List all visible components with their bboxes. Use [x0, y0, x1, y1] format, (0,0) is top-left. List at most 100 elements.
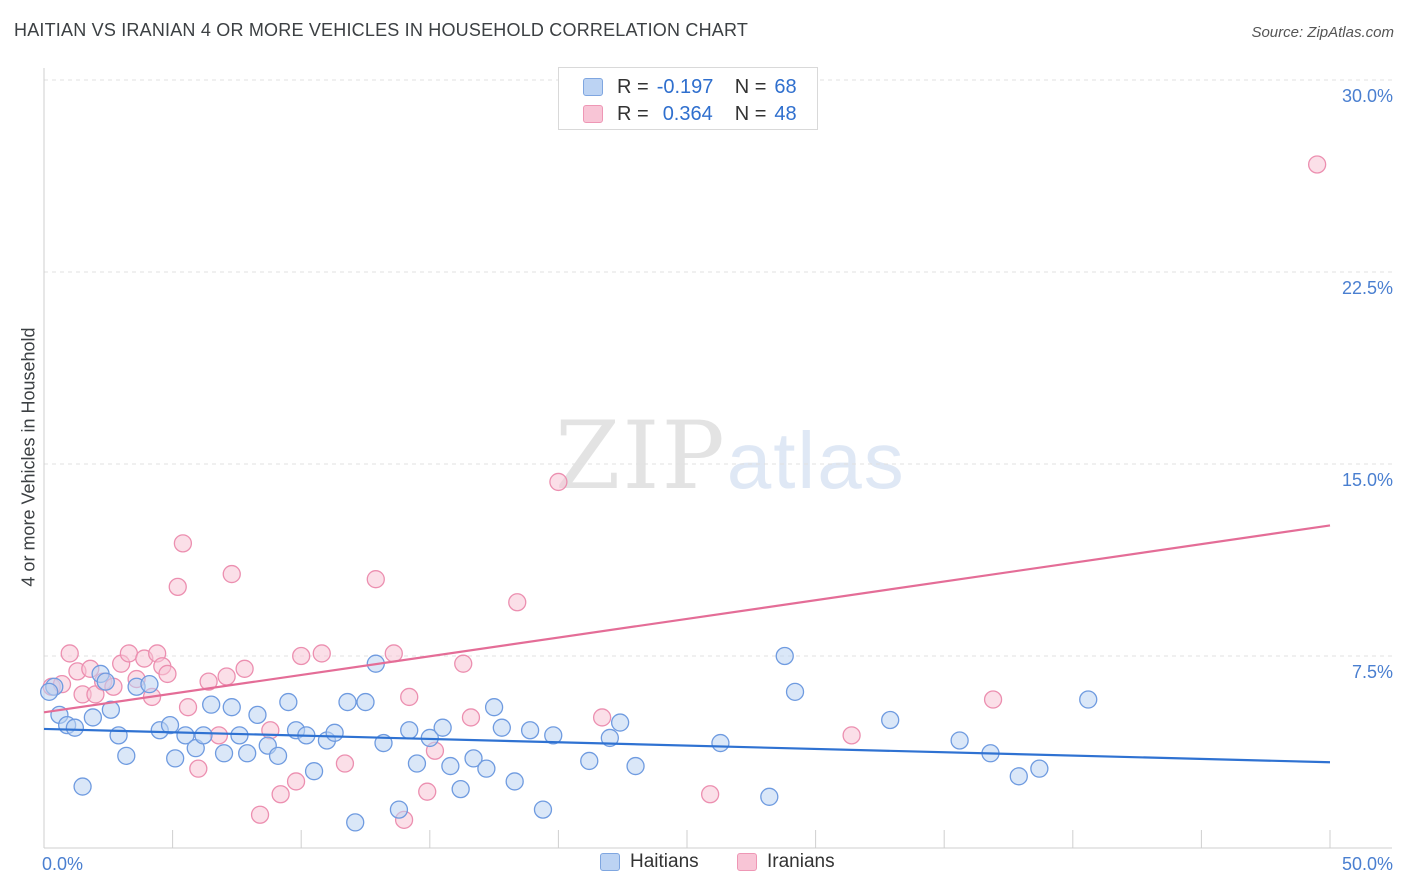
- iranian-point: [209, 726, 229, 745]
- iranian-point: [384, 644, 403, 663]
- iranian-point: [189, 759, 208, 778]
- haitian-point: [194, 726, 213, 745]
- trend-lines: [43, 524, 1331, 764]
- chart-title: HAITIAN VS IRANIAN 4 OR MORE VEHICLES IN…: [14, 20, 749, 40]
- x-tick-label-min: 0.0%: [42, 854, 83, 874]
- iranian-point: [454, 654, 473, 673]
- haitian-point: [505, 772, 524, 791]
- haitian-point: [451, 779, 470, 799]
- iranian-point: [592, 708, 612, 727]
- y-tick-label: 30.0%: [1342, 86, 1393, 106]
- x-tick-label-max: 50.0%: [1342, 854, 1393, 874]
- iranian-point: [168, 577, 187, 597]
- iranian-point: [222, 564, 241, 584]
- haitian-point: [881, 710, 900, 730]
- haitian-point: [711, 733, 730, 753]
- haitian-point: [325, 723, 344, 742]
- haitian-point: [304, 762, 324, 781]
- haitian-point: [202, 695, 221, 714]
- haitian-point: [533, 800, 553, 819]
- haitian-point: [785, 682, 805, 701]
- haitian-point: [338, 692, 357, 712]
- haitian-point: [160, 715, 180, 735]
- haitian-point: [39, 682, 59, 701]
- iranian-point: [366, 570, 385, 589]
- iranian-point: [842, 726, 861, 745]
- haitian-points: [39, 646, 1098, 832]
- haitians-label: Haitians: [630, 851, 699, 872]
- haitian-point: [96, 672, 115, 691]
- gridlines: [44, 79, 1392, 657]
- source-label: Source: ZipAtlas.com: [1251, 24, 1394, 41]
- haitian-point: [492, 718, 511, 737]
- iranian-point: [235, 659, 254, 678]
- haitian-point: [268, 746, 288, 765]
- legend-row-haitian: R = -0.197 N = 68: [583, 73, 797, 101]
- haitians-swatch: [600, 853, 620, 871]
- haitian-n-value: 68: [774, 75, 797, 98]
- iranian-point: [178, 698, 198, 717]
- iranian-point: [286, 772, 306, 791]
- haitian-point: [83, 708, 103, 727]
- haitian-trend-line: [43, 727, 1331, 764]
- haitian-n-label: N =: [734, 75, 767, 98]
- haitian-point: [117, 746, 136, 765]
- iranian-point: [261, 721, 280, 740]
- haitian-point: [389, 800, 409, 819]
- haitian-point: [222, 698, 241, 717]
- iranian-point: [335, 754, 355, 773]
- haitian-point: [1030, 759, 1049, 778]
- haitian-point: [775, 646, 794, 666]
- haitian-point: [166, 749, 185, 768]
- iranian-r-label: R =: [617, 102, 649, 125]
- iranian-point: [549, 472, 568, 492]
- haitian-point: [1079, 690, 1098, 709]
- iranian-point: [217, 667, 236, 686]
- iranian-n-label: N =: [734, 102, 767, 125]
- haitian-point: [464, 749, 483, 768]
- haitian-point: [230, 726, 249, 745]
- haitian-point: [950, 731, 969, 750]
- haitian-point: [626, 756, 645, 776]
- iranian-point: [418, 782, 437, 801]
- haitian-point: [356, 692, 375, 712]
- iranian-point: [199, 672, 218, 691]
- iranian-point: [60, 644, 79, 663]
- legend-item-haitians: Haitians: [600, 851, 699, 873]
- tick-labels: 7.5% 15.0% 22.5% 30.0% 0.0% 50.0%: [42, 86, 1393, 874]
- haitian-point: [760, 787, 779, 806]
- iranians-swatch: [737, 853, 757, 871]
- iranian-r-value: 0.364: [662, 102, 713, 125]
- iranian-point: [983, 690, 1003, 709]
- iranian-point: [119, 644, 139, 663]
- iranian-point: [1307, 155, 1327, 174]
- haitian-swatch: [583, 78, 603, 96]
- haitian-point: [346, 813, 365, 832]
- haitian-point: [1009, 767, 1028, 786]
- iranian-point: [292, 646, 311, 666]
- haitian-point: [176, 726, 195, 745]
- iranian-point: [312, 644, 331, 663]
- iranian-point: [400, 687, 419, 707]
- haitian-point: [109, 726, 128, 745]
- haitian-point: [433, 718, 452, 737]
- haitian-point: [101, 700, 121, 719]
- iranian-point: [700, 785, 720, 804]
- haitian-point: [214, 744, 234, 763]
- haitian-point: [520, 721, 540, 740]
- y-tick-label: 15.0%: [1342, 470, 1393, 490]
- haitian-point: [484, 698, 504, 717]
- haitian-point: [407, 754, 427, 773]
- haitian-point: [400, 721, 419, 740]
- iranian-point: [461, 708, 481, 727]
- iranian-swatch: [583, 105, 603, 123]
- iranian-point: [271, 785, 290, 804]
- watermark-zip: ZIP: [555, 402, 727, 511]
- legend-item-iranians: Iranians: [737, 851, 835, 873]
- haitian-point: [441, 756, 460, 776]
- iranian-point: [158, 664, 177, 684]
- haitian-point: [73, 777, 92, 796]
- haitian-point: [610, 713, 630, 732]
- iranian-trend-line: [43, 524, 1331, 714]
